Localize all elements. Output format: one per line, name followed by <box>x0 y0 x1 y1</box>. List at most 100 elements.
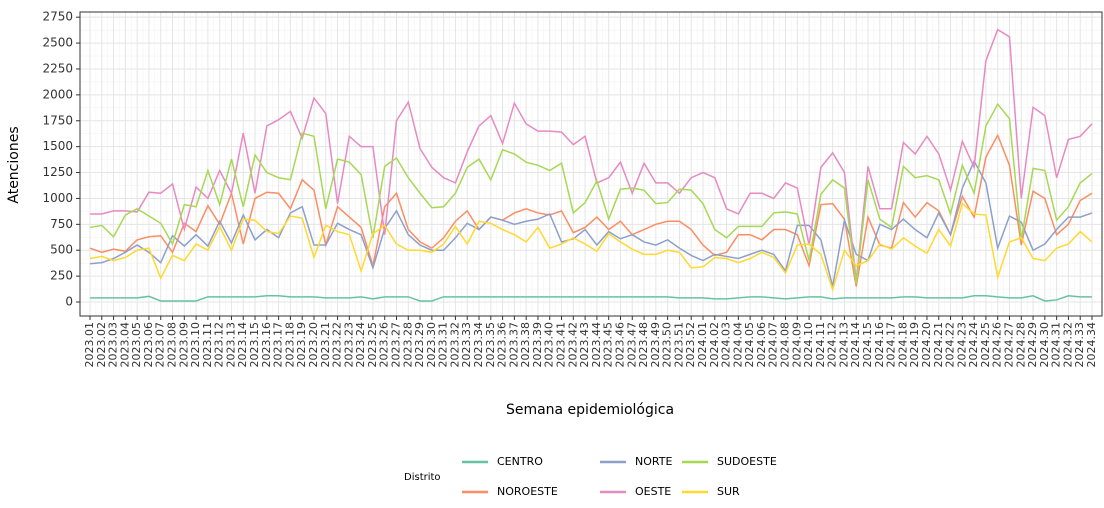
x-tick-label: 2023.21 <box>319 322 332 368</box>
x-tick-label: 2024.28 <box>1014 322 1027 368</box>
x-tick-label: 2024.05 <box>743 322 756 368</box>
y-tick-label: 1000 <box>42 191 73 205</box>
x-tick-label: 2023.09 <box>177 322 190 368</box>
series-line <box>89 202 1093 293</box>
x-tick-label: 2023.48 <box>637 322 650 368</box>
x-tick-label: 2024.16 <box>873 322 886 368</box>
x-tick-label: 2023.01 <box>83 322 96 368</box>
x-tick-label: 2023.06 <box>142 322 155 368</box>
x-tick-label: 2023.04 <box>118 322 131 368</box>
x-tick-label: 2023.24 <box>354 322 367 368</box>
x-tick-label: 2024.08 <box>779 322 792 368</box>
y-tick-label: 2500 <box>42 36 73 50</box>
x-tick-label: 2023.19 <box>295 322 308 368</box>
x-tick-label: 2023.03 <box>107 322 120 368</box>
x-tick-label: 2024.17 <box>885 322 898 368</box>
y-tick-label: 1750 <box>42 113 73 127</box>
legend-label: SUR <box>717 485 740 498</box>
x-tick-label: 2023.30 <box>425 322 438 368</box>
x-axis-title: Semana epidemiológica <box>506 402 674 418</box>
x-tick-label: 2024.13 <box>837 322 850 368</box>
x-tick-label: 2023.29 <box>413 322 426 368</box>
x-tick-label: 2023.50 <box>661 322 674 368</box>
x-tick-label: 2024.27 <box>1002 322 1015 368</box>
x-tick-label: 2023.10 <box>189 322 202 368</box>
y-tick-label: 750 <box>50 217 73 231</box>
x-tick-label: 2023.39 <box>531 322 544 368</box>
x-tick-label: 2023.51 <box>672 322 685 368</box>
x-tick-label: 2023.11 <box>201 322 214 368</box>
x-tick-label: 2024.32 <box>1061 322 1074 368</box>
y-tick-label: 250 <box>50 269 73 283</box>
y-tick-label: 2250 <box>42 61 73 75</box>
series-line <box>89 159 1093 287</box>
legend-label: NORTE <box>635 455 672 468</box>
series-line <box>90 28 1093 282</box>
y-tick-label: 500 <box>50 243 73 257</box>
x-tick-label: 2023.32 <box>448 322 461 368</box>
x-tick-label: 2024.09 <box>790 322 803 368</box>
x-tick-label: 2023.43 <box>578 322 591 368</box>
x-tick-label: 2023.26 <box>378 322 391 368</box>
x-tick-label: 2023.37 <box>507 322 520 368</box>
x-tick-label: 2023.20 <box>307 322 320 368</box>
x-tick-label: 2023.42 <box>566 322 579 368</box>
x-tick-label: 2024.11 <box>814 322 827 368</box>
x-tick-label: 2024.29 <box>1026 322 1039 368</box>
x-tick-label: 2023.34 <box>472 322 485 368</box>
x-tick-label: 2024.01 <box>696 322 709 368</box>
x-tick-label: 2024.30 <box>1038 322 1051 368</box>
x-tick-label: 2024.20 <box>920 322 933 368</box>
x-tick-label: 2024.25 <box>979 322 992 368</box>
x-tick-label: 2024.06 <box>755 322 768 368</box>
legend-label: NOROESTE <box>497 485 558 498</box>
x-tick-label: 2024.26 <box>991 322 1004 368</box>
x-tick-label: 2023.07 <box>154 322 167 368</box>
x-tick-label: 2023.45 <box>602 322 615 368</box>
series-line <box>89 102 1093 284</box>
x-tick-label: 2023.33 <box>460 322 473 368</box>
x-tick-label: 2023.35 <box>484 322 497 368</box>
series-line <box>90 295 1092 302</box>
legend-label: SUDOESTE <box>717 455 777 468</box>
x-tick-label: 2023.23 <box>342 322 355 368</box>
x-tick-label: 2023.22 <box>331 322 344 368</box>
x-tick-label: 2023.17 <box>272 322 285 368</box>
x-tick-label: 2023.46 <box>613 322 626 368</box>
y-tick-label: 1500 <box>42 139 73 153</box>
x-tick-label: 2024.03 <box>720 322 733 368</box>
y-tick-label: 2750 <box>42 10 73 24</box>
x-tick-label: 2024.10 <box>802 322 815 368</box>
x-tick-label: 2024.04 <box>731 322 744 368</box>
x-tick-label: 2023.38 <box>519 322 532 368</box>
x-tick-label: 2023.08 <box>166 322 179 368</box>
legend-title: Distrito <box>404 472 441 483</box>
x-tick-label: 2023.02 <box>95 322 108 368</box>
legend-label: OESTE <box>635 485 671 498</box>
x-tick-label: 2024.18 <box>896 322 909 368</box>
series-line <box>89 133 1093 287</box>
x-tick-label: 2023.36 <box>496 322 509 368</box>
y-tick-label: 1250 <box>42 165 73 179</box>
x-tick-label: 2024.34 <box>1085 322 1098 368</box>
x-tick-label: 2023.25 <box>366 322 379 368</box>
x-tick-label: 2023.18 <box>283 322 296 368</box>
x-tick-label: 2023.52 <box>684 322 697 368</box>
x-tick-label: 2024.14 <box>849 322 862 368</box>
x-tick-label: 2024.12 <box>826 322 839 368</box>
x-tick-label: 2023.14 <box>236 322 249 368</box>
x-tick-label: 2023.31 <box>437 322 450 368</box>
y-axis-title: Atenciones <box>6 126 22 203</box>
x-tick-label: 2023.40 <box>543 322 556 368</box>
x-tick-label: 2023.28 <box>401 322 414 368</box>
x-tick-label: 2024.19 <box>908 322 921 368</box>
x-tick-label: 2023.44 <box>590 322 603 368</box>
x-tick-label: 2024.21 <box>932 322 945 368</box>
x-tick-label: 2024.07 <box>767 322 780 368</box>
x-tick-label: 2024.22 <box>944 322 957 368</box>
x-tick-label: 2023.41 <box>555 322 568 368</box>
plot-border <box>79 11 1103 317</box>
x-tick-label: 2023.47 <box>625 322 638 368</box>
x-tick-label: 2023.15 <box>248 322 261 368</box>
